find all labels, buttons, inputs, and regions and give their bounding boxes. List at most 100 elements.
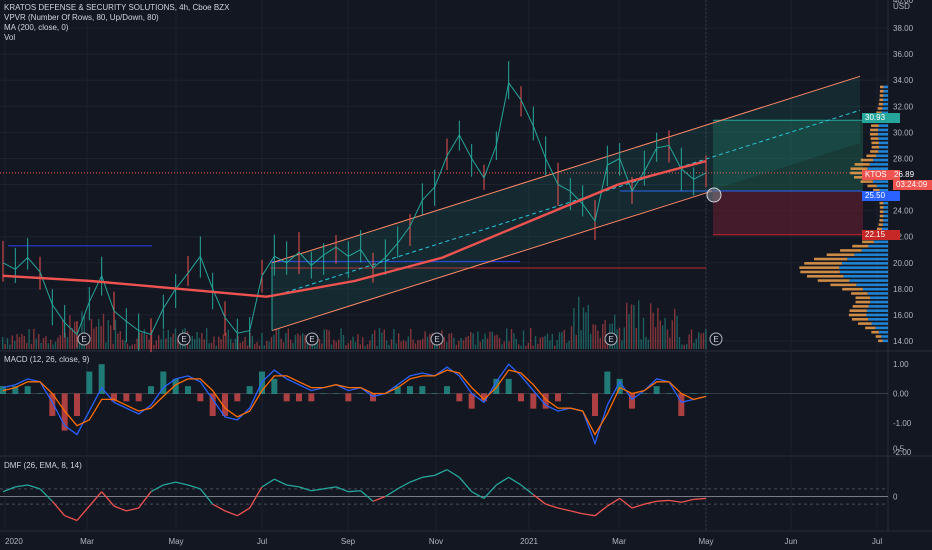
time-tick-label: May xyxy=(168,537,183,546)
profile-bar-down xyxy=(871,330,879,334)
volume-bar xyxy=(686,343,688,349)
profile-bar-up xyxy=(882,107,888,110)
volume-bar xyxy=(666,329,669,349)
profile-bar-up xyxy=(882,339,888,343)
dmf-segment xyxy=(236,507,251,517)
volume-bar xyxy=(628,314,630,349)
volume-bar xyxy=(405,341,407,349)
profile-bar-down xyxy=(852,244,869,248)
dmf-segment xyxy=(187,484,201,490)
volume-bar xyxy=(318,339,321,349)
volume-bar xyxy=(683,344,685,349)
profile-bar-down xyxy=(852,305,869,308)
entry-price-tag: 25.50 xyxy=(862,191,900,201)
macd-histogram-bar xyxy=(444,386,450,394)
indicator-ma-label[interactable]: MA (200, close, 0) xyxy=(4,23,69,32)
profile-bar-down xyxy=(879,85,884,89)
volume-bar xyxy=(626,302,628,349)
dmf-segment xyxy=(434,469,448,476)
profile-bar-down xyxy=(878,339,883,343)
dmf-segment xyxy=(681,498,694,503)
volume-bar xyxy=(244,336,246,349)
volume-bar xyxy=(280,338,282,349)
dmf-segment xyxy=(163,481,176,486)
volume-bar xyxy=(494,335,496,349)
macd-histogram-bar xyxy=(24,386,31,394)
volume-bar xyxy=(122,339,124,349)
volume-bar xyxy=(371,333,373,349)
profile-bar-up xyxy=(881,111,888,115)
profile-bar-down xyxy=(850,167,868,170)
volume-bar xyxy=(630,304,633,349)
profile-bar-down xyxy=(842,287,863,291)
dmf-segment xyxy=(532,494,547,505)
dmf-pane xyxy=(0,469,888,522)
profile-bar-down xyxy=(814,257,848,261)
volume-bar xyxy=(398,333,400,349)
volume-bar xyxy=(465,337,467,349)
macd-histogram-bar xyxy=(357,393,364,394)
profile-bar-down xyxy=(860,180,873,183)
volume-bar xyxy=(604,320,606,349)
macd-histogram-bar xyxy=(481,393,487,402)
volume-bar xyxy=(9,344,11,349)
earnings-label: E xyxy=(81,335,86,344)
profile-bar-down xyxy=(876,227,882,231)
volume-bar xyxy=(165,338,167,349)
volume-bar xyxy=(278,328,280,349)
profile-bar-down xyxy=(879,89,884,93)
macd-histogram-bar xyxy=(135,393,142,402)
symbol-title[interactable]: KRATOS DEFENSE & SECURITY SOLUTIONS, 4h,… xyxy=(4,3,230,12)
dmf-segment xyxy=(138,491,152,509)
profile-bar-up xyxy=(876,154,888,158)
price-tick-label: 24.00 xyxy=(893,207,914,216)
macd-histogram-bar xyxy=(320,393,327,394)
indicator-vpvr-label[interactable]: VPVR (Number Of Rows, 80, Up/Down, 80) xyxy=(4,13,159,22)
dmf-segment xyxy=(249,486,263,509)
dmf-segment xyxy=(175,481,189,486)
dmf-segment xyxy=(113,505,127,512)
macd-title[interactable]: MACD (12, 26, close, 9) xyxy=(4,355,90,364)
signal-line xyxy=(2,369,707,436)
volume-bar xyxy=(376,345,378,349)
price-tick-label: 18.00 xyxy=(893,285,914,294)
dmf-title[interactable]: DMF (26, EMA, 8, 14) xyxy=(4,461,82,470)
countdown-tag: 03:24:09 xyxy=(893,180,932,190)
volume-bar xyxy=(251,336,253,349)
price-tick-label: 22.00 xyxy=(893,233,914,242)
volume-bar xyxy=(460,337,462,349)
volume-bar xyxy=(652,312,654,349)
volume-bar xyxy=(705,329,707,349)
volume-bar xyxy=(429,333,431,349)
volume-bar xyxy=(633,304,635,349)
profile-bar-down xyxy=(800,270,840,274)
volume-bar xyxy=(664,317,666,349)
dmf-tick-label: 0.5 xyxy=(893,445,905,454)
dmf-segment xyxy=(619,497,633,509)
volume-bar xyxy=(388,344,390,349)
volume-bar xyxy=(551,334,553,349)
profile-bar-up xyxy=(883,210,888,214)
profile-bar-down xyxy=(855,300,871,304)
macd-histogram-bar xyxy=(468,393,475,409)
macd-histogram-bar xyxy=(394,386,401,394)
profile-bar-up xyxy=(873,240,888,244)
volume-bar xyxy=(530,328,532,349)
indicator-vol-label[interactable]: Vol xyxy=(4,33,16,42)
volume-bar xyxy=(496,334,498,349)
volume-bar xyxy=(162,329,165,349)
profile-bar-up xyxy=(883,219,888,222)
volume-bar xyxy=(14,340,16,349)
volume-bar xyxy=(83,315,85,349)
dmf-segment xyxy=(64,515,78,522)
profile-bar-down xyxy=(871,141,879,145)
volume-bar xyxy=(136,338,138,349)
volume-bar xyxy=(18,337,21,349)
dmf-segment xyxy=(348,490,361,493)
volume-bar xyxy=(4,343,6,349)
macd-histogram-bar xyxy=(703,393,709,394)
volume-bar xyxy=(42,337,45,349)
macd-histogram-bar xyxy=(604,371,611,394)
volume-bar xyxy=(64,332,66,349)
